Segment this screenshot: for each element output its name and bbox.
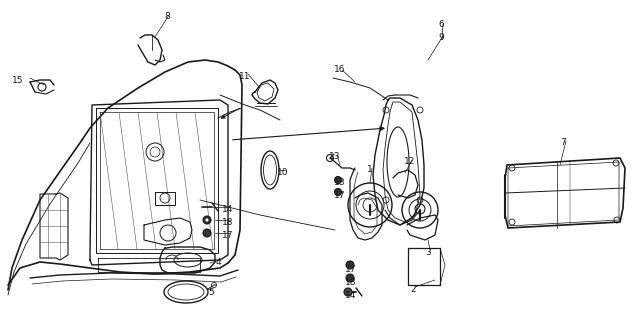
Text: 14: 14 xyxy=(222,205,234,214)
Text: 18: 18 xyxy=(334,178,346,187)
Circle shape xyxy=(334,188,341,196)
Circle shape xyxy=(205,218,209,222)
Text: 18: 18 xyxy=(345,278,357,287)
Text: 8: 8 xyxy=(164,12,170,21)
Text: 7: 7 xyxy=(560,138,566,147)
Text: 18: 18 xyxy=(222,218,234,227)
Circle shape xyxy=(346,261,354,269)
Text: 16: 16 xyxy=(334,65,346,74)
Text: 6: 6 xyxy=(438,20,444,29)
Text: 5: 5 xyxy=(208,288,214,297)
Circle shape xyxy=(334,177,341,183)
Text: 9: 9 xyxy=(438,33,444,42)
Text: 14: 14 xyxy=(346,291,356,300)
Text: 4: 4 xyxy=(215,258,221,267)
Text: 10: 10 xyxy=(277,168,289,177)
Text: 17: 17 xyxy=(222,231,234,240)
Text: 11: 11 xyxy=(239,72,251,81)
Text: 3: 3 xyxy=(425,248,431,257)
Circle shape xyxy=(203,216,211,224)
Text: 12: 12 xyxy=(404,157,416,166)
Text: 2: 2 xyxy=(410,285,416,294)
Circle shape xyxy=(346,274,354,282)
Circle shape xyxy=(344,288,352,296)
Circle shape xyxy=(203,229,211,237)
Text: 17: 17 xyxy=(345,265,357,274)
Text: 13: 13 xyxy=(329,152,341,161)
Text: 15: 15 xyxy=(12,76,24,85)
Text: 1: 1 xyxy=(367,165,373,174)
Text: 17: 17 xyxy=(334,191,346,200)
